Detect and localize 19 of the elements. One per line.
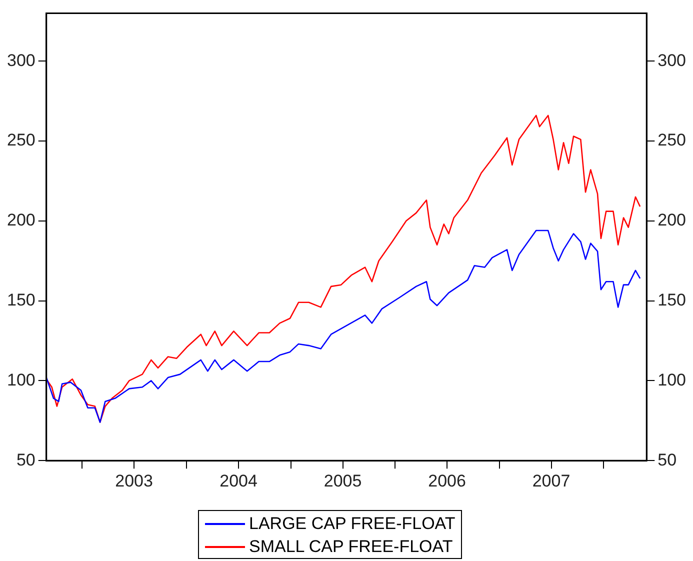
legend-label: LARGE CAP FREE-FLOAT bbox=[249, 513, 456, 535]
y2-tick-label: 100 bbox=[658, 370, 686, 390]
x-tick-label: 2003 bbox=[115, 471, 153, 490]
x-tick-label: 2006 bbox=[428, 471, 466, 490]
y2-tick-label: 200 bbox=[658, 210, 686, 230]
y2-tick-label: 300 bbox=[658, 50, 686, 70]
y2-tick-label: 250 bbox=[658, 130, 686, 150]
y-tick-label: 200 bbox=[6, 210, 36, 230]
x-tick-label: 2004 bbox=[220, 471, 258, 490]
y-tick-label: 250 bbox=[6, 130, 36, 150]
legend-label: SMALL CAP FREE-FLOAT bbox=[249, 536, 453, 558]
y-tick-label: 300 bbox=[6, 50, 36, 70]
x-tick-label: 2005 bbox=[324, 471, 362, 490]
y-tick-label: 100 bbox=[6, 370, 36, 390]
y-tick-label: 150 bbox=[6, 290, 36, 310]
y2-tick-label: 150 bbox=[658, 290, 686, 310]
y2-tick-label: 50 bbox=[658, 450, 677, 470]
x-tick-label: 2007 bbox=[532, 471, 570, 490]
y-tick-label: 50 bbox=[16, 450, 36, 470]
